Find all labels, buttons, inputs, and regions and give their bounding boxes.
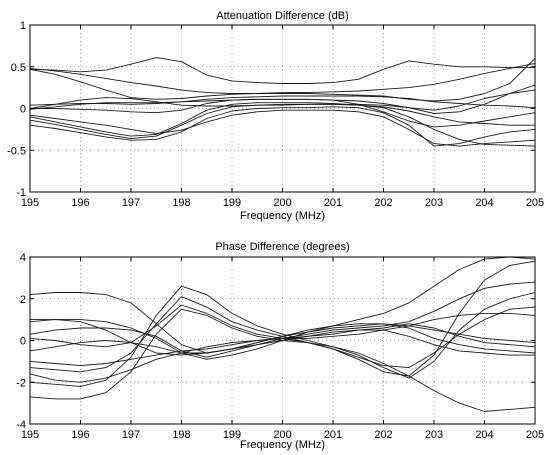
series-line-11 xyxy=(29,109,536,147)
x-tick-label: 202 xyxy=(374,197,392,209)
x-tick-label: 199 xyxy=(223,429,241,441)
y-tick-label: -2 xyxy=(16,377,26,389)
y-tick-label: -4 xyxy=(16,419,26,431)
y-tick-label: -0.5 xyxy=(7,145,26,157)
x-tick-label: 198 xyxy=(172,429,190,441)
series-line-9 xyxy=(29,312,536,383)
x-axis-label: Frequency (MHz) xyxy=(240,439,325,451)
y-tick-label: 0 xyxy=(20,336,26,348)
x-tick-label: 196 xyxy=(71,197,89,209)
series-line-4 xyxy=(29,95,536,109)
series-line-10 xyxy=(29,106,536,147)
x-tick-label: 195 xyxy=(21,429,39,441)
x-tick-label: 197 xyxy=(122,197,140,209)
series-line-8 xyxy=(29,102,535,137)
y-tick-label: -1 xyxy=(16,187,26,199)
x-tick-label: 201 xyxy=(324,197,342,209)
x-tick-label: 200 xyxy=(273,429,291,441)
series-line-3 xyxy=(29,58,536,102)
series-line-10 xyxy=(29,319,535,356)
series-line-2 xyxy=(30,256,536,360)
series-line-7 xyxy=(29,285,536,387)
x-tick-label: 199 xyxy=(223,197,241,209)
x-tick-label: 195 xyxy=(21,197,39,209)
x-tick-label: 196 xyxy=(71,429,89,441)
series-line-7 xyxy=(30,98,536,128)
series-line-1 xyxy=(29,57,535,84)
x-tick-label: 197 xyxy=(122,429,140,441)
y-tick-label: 0 xyxy=(20,104,26,116)
x-tick-label: 202 xyxy=(374,429,392,441)
chart-title: Attenuation Difference (dB) xyxy=(216,10,348,22)
x-tick-label: 203 xyxy=(425,429,443,441)
series-line-9 xyxy=(29,103,536,147)
chart-panel-1: Attenuation Difference (dB) 195 196 197 198 1… xyxy=(7,10,544,222)
x-tick-label: 203 xyxy=(425,197,443,209)
y-tick-label: 0.5 xyxy=(11,62,26,74)
y-tick-label: 4 xyxy=(20,252,26,264)
x-tick-label: 198 xyxy=(172,197,190,209)
x-tick-label: 205 xyxy=(526,197,544,209)
y-tick-label: 1 xyxy=(20,20,26,32)
y-tick-label: 2 xyxy=(20,294,26,306)
x-axis-label: Frequency (MHz) xyxy=(240,210,325,222)
x-tick-label: 200 xyxy=(273,197,291,209)
series-line-11 xyxy=(29,323,536,367)
x-tick-label: 205 xyxy=(526,429,544,441)
series-line-6 xyxy=(29,89,536,111)
x-tick-label: 201 xyxy=(324,429,342,441)
series-line-5 xyxy=(29,304,536,412)
series-line-2 xyxy=(29,62,536,94)
x-tick-label: 204 xyxy=(475,197,493,209)
chart-title: Phase Difference (degrees) xyxy=(215,241,349,253)
chart-panel-2: Phase Difference (degrees) 195 196 197 198 19… xyxy=(16,241,544,451)
x-tick-label: 204 xyxy=(475,429,493,441)
